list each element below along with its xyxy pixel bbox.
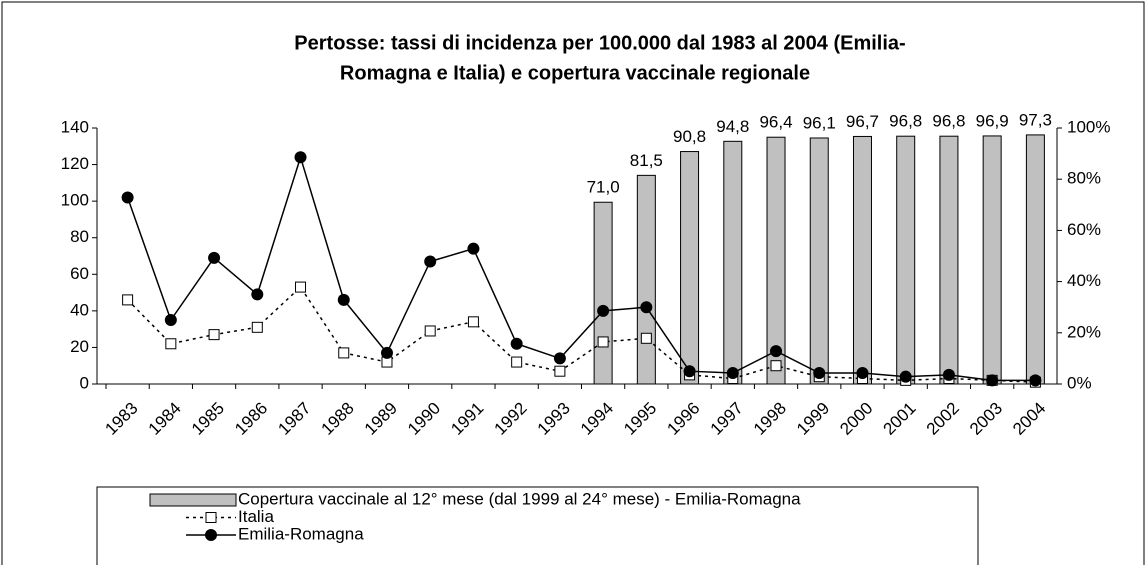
marker bbox=[554, 365, 566, 377]
y-tick-label: 100 bbox=[61, 191, 89, 210]
y2-tick-label: 80% bbox=[1067, 169, 1101, 188]
marker bbox=[208, 251, 221, 264]
bar bbox=[723, 140, 743, 385]
marker bbox=[986, 374, 999, 387]
marker bbox=[424, 325, 436, 337]
marker bbox=[165, 338, 177, 350]
marker bbox=[640, 301, 653, 314]
bar bbox=[939, 135, 959, 385]
bar bbox=[766, 136, 786, 385]
line bbox=[127, 285, 1036, 383]
marker bbox=[467, 316, 479, 328]
legend-box bbox=[96, 486, 979, 565]
value-label: 96,1 bbox=[803, 113, 836, 132]
marker bbox=[813, 367, 826, 380]
legend-swatch bbox=[149, 493, 237, 507]
y-tick-label: 20 bbox=[70, 337, 89, 356]
y-tick-label: 80 bbox=[70, 227, 89, 246]
value-label: 97,3 bbox=[1019, 110, 1052, 129]
marker bbox=[597, 304, 610, 317]
marker bbox=[683, 365, 696, 378]
marker bbox=[856, 367, 869, 380]
chart-title: Pertosse: tassi di incidenza per 100.000… bbox=[294, 32, 905, 54]
y2-tick-label: 0% bbox=[1067, 373, 1092, 392]
value-label: 94,8 bbox=[716, 117, 749, 136]
marker bbox=[1029, 374, 1042, 387]
bar bbox=[982, 135, 1002, 385]
bar bbox=[1025, 134, 1045, 385]
marker bbox=[122, 294, 134, 306]
value-label: 81,5 bbox=[630, 151, 663, 170]
y2-tick-label: 60% bbox=[1067, 220, 1101, 239]
marker bbox=[640, 332, 652, 344]
marker bbox=[726, 367, 739, 380]
y-tick-label: 40 bbox=[70, 300, 89, 319]
marker bbox=[899, 370, 912, 383]
legend-marker bbox=[205, 529, 217, 541]
legend-label: Italia bbox=[238, 507, 274, 526]
y-tick-label: 120 bbox=[61, 154, 89, 173]
marker bbox=[510, 337, 523, 350]
legend-marker bbox=[205, 512, 217, 523]
marker bbox=[597, 336, 609, 348]
legend-label: Copertura vaccinale al 12° mese (dal 199… bbox=[238, 489, 801, 508]
legend-label: Emilia-Romagna bbox=[238, 524, 364, 543]
marker bbox=[424, 255, 437, 268]
bar bbox=[809, 137, 829, 385]
marker bbox=[770, 345, 783, 358]
marker bbox=[338, 347, 350, 359]
line bbox=[126, 154, 1036, 382]
value-label: 96,4 bbox=[759, 113, 792, 132]
y2-tick-label: 20% bbox=[1067, 322, 1101, 341]
marker bbox=[208, 329, 220, 341]
chart-title: Romagna e Italia) e copertura vaccinale … bbox=[340, 62, 810, 84]
bar bbox=[680, 151, 700, 385]
marker bbox=[380, 346, 393, 359]
bar bbox=[636, 174, 656, 385]
bar bbox=[896, 135, 916, 385]
marker bbox=[295, 281, 307, 293]
y-tick-label: 0 bbox=[80, 373, 89, 392]
marker bbox=[121, 191, 134, 204]
marker bbox=[770, 360, 782, 372]
marker bbox=[251, 321, 263, 333]
value-label: 96,8 bbox=[889, 112, 922, 131]
y-tick-label: 60 bbox=[70, 264, 89, 283]
y-tick-label: 140 bbox=[61, 117, 89, 136]
bar bbox=[593, 201, 613, 385]
bar bbox=[852, 135, 872, 385]
value-label: 96,9 bbox=[976, 111, 1009, 130]
marker bbox=[294, 151, 307, 164]
value-label: 96,8 bbox=[932, 112, 965, 131]
value-label: 90,8 bbox=[673, 127, 706, 146]
marker bbox=[337, 293, 350, 306]
marker bbox=[511, 356, 523, 368]
value-label: 96,7 bbox=[846, 112, 879, 131]
marker bbox=[942, 368, 955, 381]
marker bbox=[164, 314, 177, 326]
marker bbox=[553, 352, 566, 365]
y2-tick-label: 40% bbox=[1067, 271, 1101, 290]
value-label: 71,0 bbox=[587, 178, 620, 197]
marker bbox=[467, 242, 480, 255]
y2-tick-label: 100% bbox=[1067, 117, 1110, 136]
marker bbox=[251, 288, 264, 301]
